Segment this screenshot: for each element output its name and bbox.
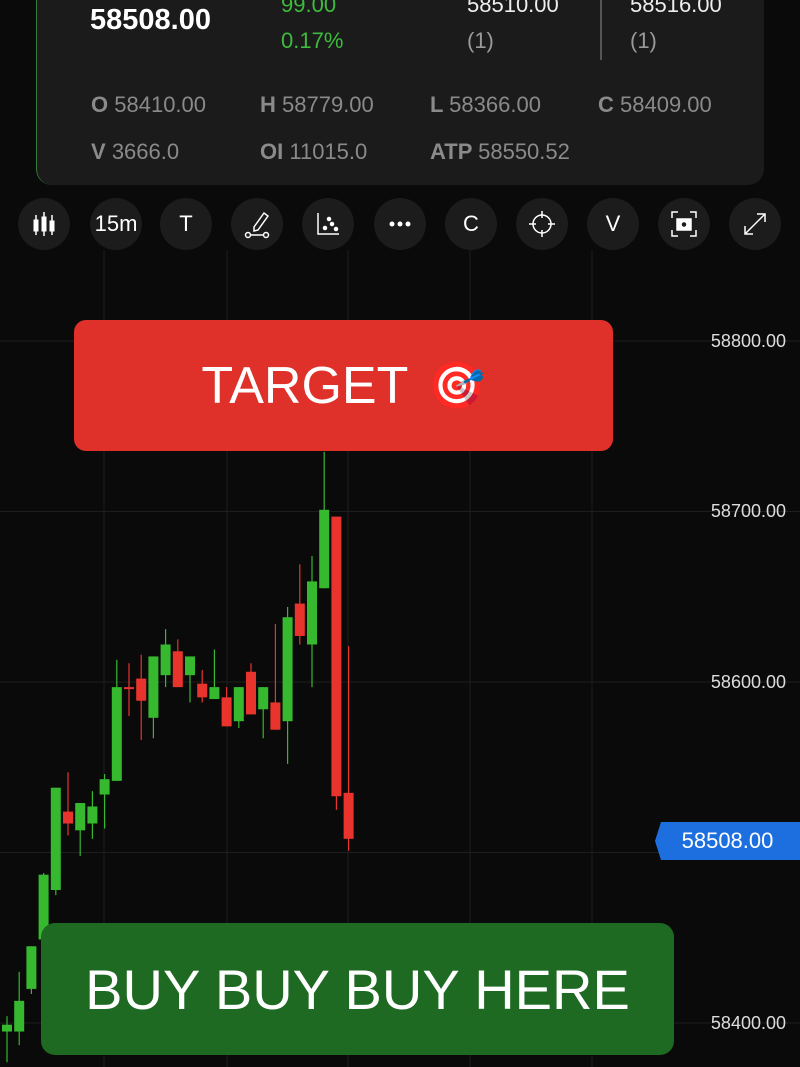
quote-panel <box>36 0 764 185</box>
indicators-scatter-icon[interactable] <box>302 198 354 250</box>
candle-body <box>99 779 110 795</box>
candle-body <box>331 516 342 797</box>
candle-body <box>2 1024 12 1032</box>
candle-body <box>319 509 330 589</box>
text-tool-button[interactable]: T <box>160 198 212 250</box>
candle-body <box>307 581 317 645</box>
last-traded-price: 58508.00 <box>90 4 211 36</box>
low-stat: L 58366.00 <box>430 92 541 117</box>
crosshair-icon[interactable] <box>516 198 568 250</box>
y-tick-label: 58700.00 <box>710 501 786 521</box>
candle-body <box>75 803 86 831</box>
ask-qty: (1) <box>630 28 657 53</box>
candle-body <box>246 671 256 715</box>
target-dart-icon: 🎯 <box>428 359 486 411</box>
candle-body <box>343 792 354 839</box>
y-tick-label: 58800.00 <box>710 331 786 351</box>
interval-button[interactable]: 15m <box>90 198 142 250</box>
chart-type-candles-icon[interactable] <box>18 198 70 250</box>
bid-qty: (1) <box>467 28 494 53</box>
candle-body <box>172 651 183 688</box>
volume-stat: V 3666.0 <box>91 139 180 164</box>
ask-price: 58516.00 <box>630 0 722 17</box>
candle-body <box>270 702 281 730</box>
candle-body <box>148 656 159 718</box>
candle-body <box>233 687 244 722</box>
candle-body <box>160 644 171 676</box>
divider <box>600 0 602 60</box>
change-percent: 0.17% <box>281 28 344 53</box>
open-interest-stat: OI 11015.0 <box>260 139 368 164</box>
candle-body <box>63 811 73 824</box>
buy-banner: BUY BUY BUY HERE <box>41 923 674 1055</box>
candle-body <box>185 656 195 676</box>
y-tick-label: 58400.00 <box>710 1013 786 1033</box>
bid-price: 58510.00 <box>467 0 559 17</box>
high-stat: H 58779.00 <box>260 92 374 117</box>
candle-body <box>282 617 293 722</box>
candle-body <box>14 1000 25 1032</box>
candle-body <box>87 806 98 824</box>
candle-body <box>124 687 134 690</box>
target-banner: TARGET 🎯 <box>74 320 613 451</box>
candle-body <box>221 697 232 727</box>
buy-label: BUY BUY BUY HERE <box>85 957 630 1021</box>
more-icon[interactable] <box>374 198 426 250</box>
atp-stat: ATP 58550.52 <box>430 139 570 164</box>
candle-body <box>294 603 305 636</box>
last-price-label: 58508.00 <box>655 822 800 860</box>
change-value: 99.00 <box>281 0 337 17</box>
close-stat: C 58409.00 <box>598 92 712 117</box>
candle-body <box>111 687 122 781</box>
candle-body <box>209 687 220 700</box>
candle-body <box>50 787 61 891</box>
candle-body <box>136 678 147 701</box>
candlestick-chart[interactable] <box>0 250 800 1067</box>
v-button[interactable]: V <box>587 198 639 250</box>
candle-body <box>258 687 269 710</box>
target-label: TARGET <box>201 356 409 415</box>
candle-body <box>38 874 49 940</box>
c-button[interactable]: C <box>445 198 497 250</box>
candle-body <box>26 946 37 989</box>
open-stat: O 58410.00 <box>91 92 207 117</box>
y-tick-label: 58600.00 <box>710 672 786 692</box>
screenshot-camera-icon[interactable] <box>658 198 710 250</box>
fullscreen-expand-icon[interactable] <box>729 198 781 250</box>
draw-pencil-icon[interactable] <box>231 198 283 250</box>
candle-body <box>197 683 208 698</box>
